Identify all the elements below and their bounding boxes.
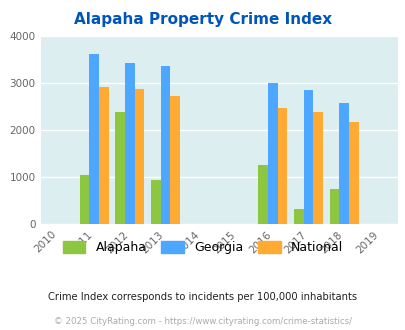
Bar xyxy=(79,175,89,224)
Bar xyxy=(258,165,267,224)
Bar xyxy=(277,108,287,224)
Bar xyxy=(125,63,134,224)
Bar xyxy=(303,90,313,224)
Bar xyxy=(267,83,277,224)
Text: Crime Index corresponds to incidents per 100,000 inhabitants: Crime Index corresponds to incidents per… xyxy=(48,292,357,302)
Bar xyxy=(160,66,170,224)
Bar xyxy=(134,89,144,224)
Bar xyxy=(99,87,109,224)
Bar xyxy=(329,189,339,224)
Bar xyxy=(313,112,322,224)
Bar xyxy=(339,103,348,224)
Text: Alapaha Property Crime Index: Alapaha Property Crime Index xyxy=(74,12,331,26)
Legend: Alapaha, Georgia, National: Alapaha, Georgia, National xyxy=(58,236,347,259)
Bar xyxy=(89,54,99,224)
Bar xyxy=(348,122,358,224)
Bar xyxy=(293,209,303,224)
Bar xyxy=(151,180,160,224)
Bar xyxy=(115,113,125,224)
Bar xyxy=(170,96,180,224)
Text: © 2025 CityRating.com - https://www.cityrating.com/crime-statistics/: © 2025 CityRating.com - https://www.city… xyxy=(54,317,351,326)
